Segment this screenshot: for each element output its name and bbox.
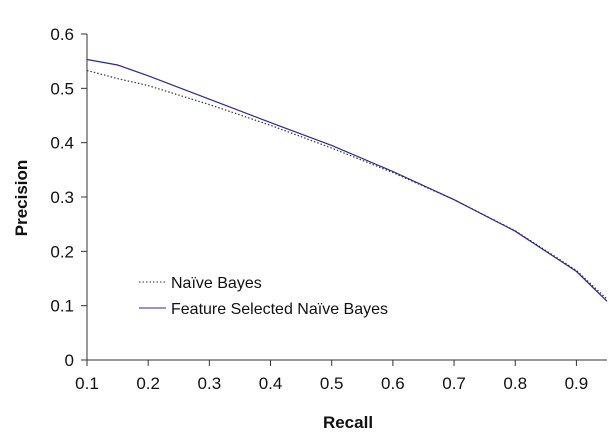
legend-label-naive-bayes: Naïve Bayes: [171, 275, 262, 292]
series-line-naive-bayes: [86, 69, 608, 300]
x-tick-label: 0.9: [565, 374, 589, 393]
x-tick-label: 0.8: [503, 374, 527, 393]
legend: Naïve Bayes Feature Selected Naïve Bayes: [139, 275, 388, 318]
x-tick-label: 0.1: [75, 374, 99, 393]
x-tick-label: 0.7: [442, 374, 466, 393]
x-tick-label: 0.2: [136, 374, 160, 393]
x-tick-label: 0.4: [259, 374, 283, 393]
y-ticks: 0 0.1 0.2 0.3 0.4 0.5 0.6: [50, 25, 87, 370]
y-tick-label: 0.5: [50, 79, 74, 98]
x-tick-label: 0.3: [198, 374, 222, 393]
y-tick-label: 0: [65, 351, 74, 370]
series-lines: [86, 58, 608, 302]
series-line-feature-selected: [86, 58, 608, 302]
y-tick-label: 0.2: [50, 242, 74, 261]
x-axis-title: Recall: [323, 413, 373, 432]
y-tick-label: 0.1: [50, 297, 74, 316]
y-tick-label: 0.6: [50, 25, 74, 44]
x-ticks: 0.1 0.2 0.3 0.4 0.5 0.6 0.7 0.8 0.9: [75, 360, 588, 393]
y-axis-title: Precision: [12, 160, 31, 237]
x-tick-label: 0.5: [320, 374, 344, 393]
y-tick-label: 0.4: [50, 134, 74, 153]
x-tick-label: 0.6: [381, 374, 405, 393]
legend-label-feature-selected: Feature Selected Naïve Bayes: [171, 301, 388, 318]
y-tick-label: 0.3: [50, 188, 74, 207]
